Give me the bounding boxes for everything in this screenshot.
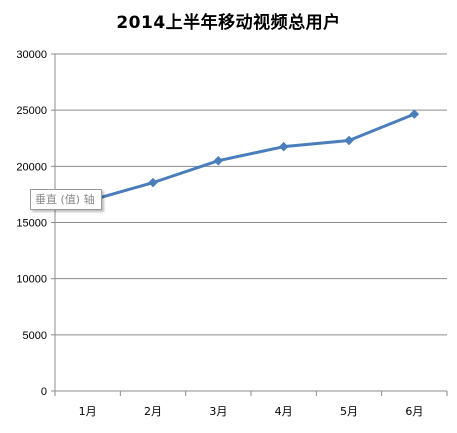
x-tick-label: 6月 <box>405 405 423 418</box>
x-tick-label: 3月 <box>209 405 227 418</box>
data-point-marker <box>213 155 224 166</box>
y-tick-label: 15000 <box>16 218 47 230</box>
y-tick-label: 5000 <box>23 330 47 342</box>
series-line <box>86 112 416 203</box>
y-tick-label: 0 <box>41 386 47 398</box>
x-tick-label: 2月 <box>144 405 162 418</box>
x-tick-label: 5月 <box>340 405 358 418</box>
x-tick-label: 4月 <box>275 405 293 418</box>
x-tick-label: 1月 <box>79 405 97 418</box>
vertical-axis-tooltip: 垂直 (值) 轴 <box>30 189 102 210</box>
data-point-marker <box>148 177 158 188</box>
tick-labels: 0 5000 10000 15000 20000 25000 30000 1月 2月 3月 4月 5月… <box>16 49 423 418</box>
y-tick-label: 30000 <box>16 49 47 61</box>
axes <box>51 53 448 396</box>
data-point-marker <box>278 141 289 152</box>
y-tick-label: 20000 <box>16 161 47 173</box>
y-tick-label: 25000 <box>16 105 47 117</box>
data-point-marker <box>344 135 354 146</box>
gridlines <box>55 53 447 336</box>
data-point-marker <box>409 109 420 119</box>
series-layer <box>82 109 420 207</box>
chart-title: 2014上半年移动视频总用户 <box>116 13 341 33</box>
y-tick-label: 10000 <box>16 274 47 286</box>
